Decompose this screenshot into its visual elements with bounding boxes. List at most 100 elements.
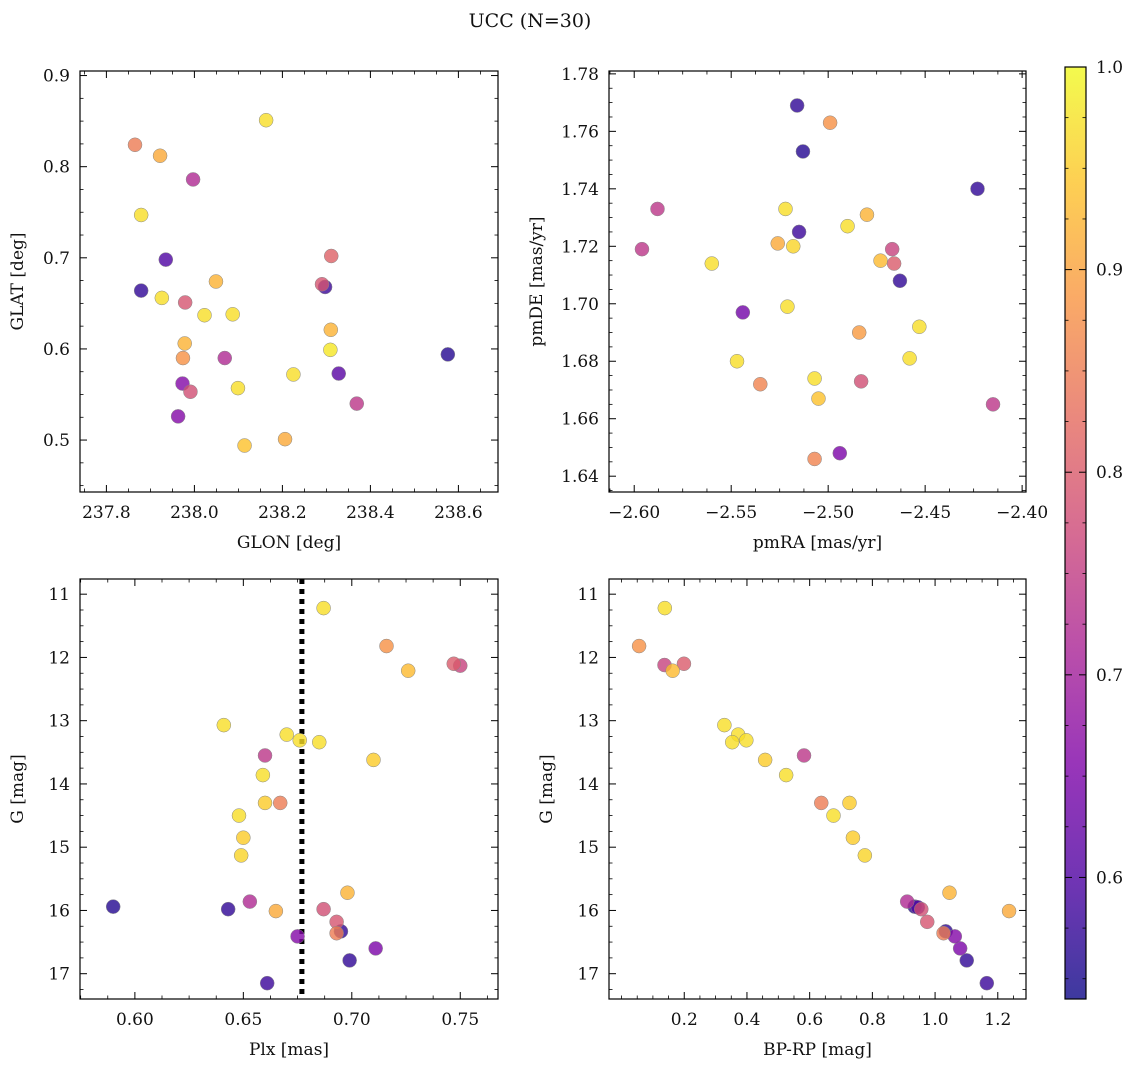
y-tick-label: 0.7 [43, 249, 70, 269]
data-point [290, 929, 305, 944]
data-point [208, 274, 224, 289]
data-point [724, 734, 740, 750]
data-point [914, 901, 929, 917]
data-point [259, 975, 275, 991]
data-point [105, 899, 121, 914]
data-point [970, 181, 985, 197]
data-point [230, 380, 246, 396]
data-point [807, 371, 822, 386]
x-tick-label: 0.75 [441, 1010, 479, 1030]
x-tick-label: 238.0 [170, 503, 219, 523]
y-tick-label: 1.66 [561, 410, 599, 430]
data-point [158, 252, 174, 267]
data-point [268, 903, 284, 919]
x-tick-label: 0.70 [333, 1010, 371, 1030]
data-point [985, 397, 1001, 412]
x-tick-label: 0.2 [671, 1010, 698, 1030]
x-tick-label: 0.4 [733, 1010, 760, 1030]
data-point [170, 409, 186, 424]
x-axis-label: BP-RP [mag] [763, 1040, 872, 1060]
x-tick-label: −2.40 [996, 503, 1048, 523]
y-tick-label: 16 [577, 901, 599, 921]
data-point [1001, 903, 1017, 919]
y-tick-label: 1.76 [561, 122, 599, 142]
y-tick-label: 0.6 [43, 340, 70, 360]
axes-frame [79, 578, 499, 1000]
x-tick-label: 0.8 [859, 1010, 886, 1030]
data-point [851, 325, 867, 340]
data-point [936, 925, 951, 941]
data-point [255, 767, 271, 783]
data-point [778, 201, 793, 217]
data-point [292, 733, 307, 748]
data-point [853, 374, 869, 389]
data-point [368, 941, 383, 956]
data-point [822, 115, 838, 130]
data-point [177, 295, 193, 310]
data-point [323, 322, 339, 338]
data-point [753, 376, 768, 392]
y-axis-label: pmDE [mas/yr] [527, 216, 547, 346]
y-tick-label: 1.68 [561, 352, 599, 372]
x-tick-label: 1.0 [922, 1010, 949, 1030]
data-point [316, 600, 331, 616]
y-tick-label: 12 [577, 648, 599, 668]
x-tick-label: −2.45 [899, 503, 951, 523]
data-point [323, 342, 338, 358]
y-tick-label: 17 [48, 965, 70, 985]
y-tick-label: 1.72 [561, 237, 599, 257]
data-point [258, 112, 274, 128]
data-point [217, 350, 233, 366]
data-point [795, 144, 811, 159]
data-point [770, 236, 785, 251]
x-tick-label: 0.6 [796, 1010, 823, 1030]
y-tick-label: 14 [577, 775, 599, 795]
data-point [634, 241, 650, 257]
data-point [340, 885, 355, 900]
data-point [902, 351, 917, 366]
data-point [780, 299, 795, 314]
data-point [242, 894, 258, 909]
data-point [757, 752, 773, 768]
x-tick-label: 1.2 [984, 1010, 1011, 1030]
y-tick-label: 13 [48, 712, 70, 732]
data-point [979, 975, 995, 991]
y-tick-label: 0.8 [43, 158, 70, 178]
data-point [786, 239, 801, 254]
data-point [796, 748, 812, 763]
data-point [842, 795, 857, 811]
y-tick-label: 1.78 [561, 65, 599, 85]
data-point [832, 445, 848, 461]
data-point [446, 656, 461, 672]
data-point [316, 901, 331, 917]
data-point [826, 808, 841, 823]
data-point [133, 283, 149, 298]
data-point [657, 600, 673, 616]
data-point [959, 953, 974, 968]
y-axis-label: G [mag] [8, 754, 28, 823]
data-point [231, 808, 247, 823]
y-axis-label: G [mag] [537, 754, 557, 823]
y-tick-label: 16 [48, 901, 70, 921]
data-point [237, 438, 252, 453]
data-point [791, 224, 807, 240]
panel-position: 237.8 238.0 238.2 238.4 238.6 0.5 0.6 0.7 0.8 0.9… [8, 67, 499, 553]
data-point [279, 727, 294, 742]
colorbar: 0.6 0.7 0.8 0.9 1.0 [1064, 58, 1123, 1000]
x-tick-label: −2.60 [608, 503, 660, 523]
data-point [873, 253, 888, 268]
data-point [811, 391, 826, 406]
data-point [440, 347, 456, 362]
x-tick-label: 238.6 [434, 503, 483, 523]
x-tick-label: −2.55 [705, 503, 757, 523]
panel-parallax-magnitude: 0.60 0.65 0.70 0.75 11 12 13 14 15 16 17 Plx [mas] G… [8, 578, 499, 1060]
data-point [133, 207, 149, 223]
data-point [892, 273, 908, 289]
panel-color-magnitude: 0.2 0.4 0.6 0.8 1.0 1.2 11 12 13 14 15 16 17 BP-RP [m… [537, 578, 1027, 1060]
x-tick-label: 0.65 [224, 1010, 262, 1030]
data-point [704, 256, 720, 271]
figure-title: UCC (N=30) [469, 10, 592, 32]
axes-frame [608, 578, 1027, 1000]
data-point [272, 795, 288, 811]
